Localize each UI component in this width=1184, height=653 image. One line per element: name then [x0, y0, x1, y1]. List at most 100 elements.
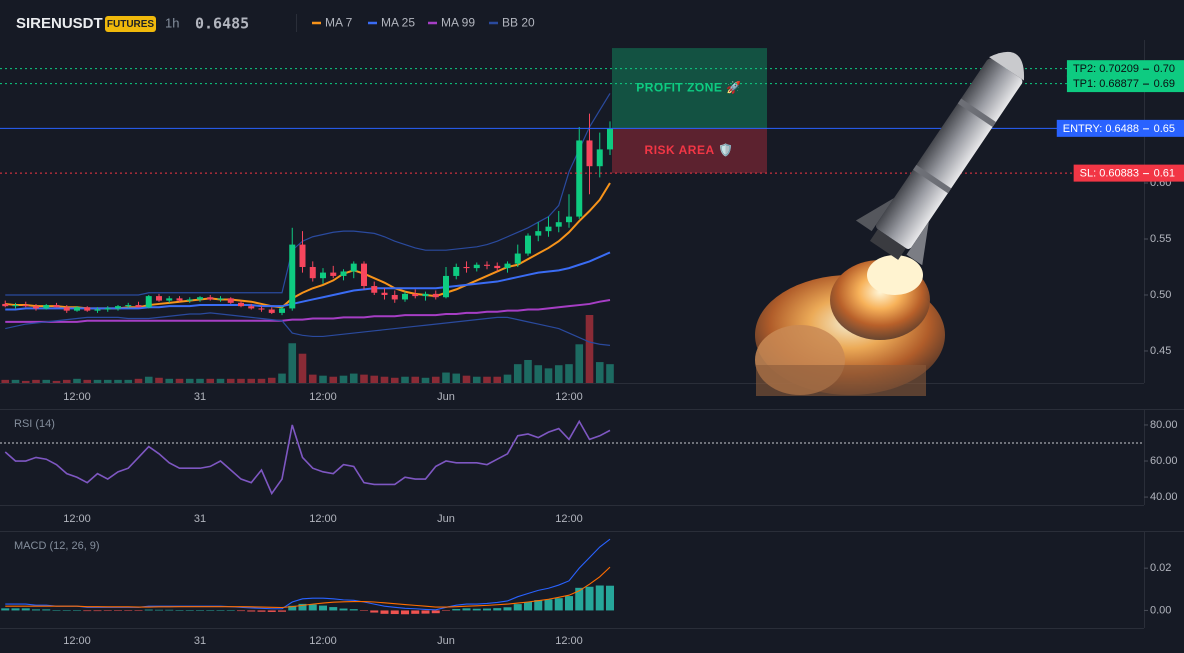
histogram-bar	[513, 604, 522, 611]
legend-label: MA 7	[325, 16, 353, 30]
histogram-bar	[534, 600, 543, 611]
histogram-bar	[411, 610, 420, 614]
indicator-line	[5, 93, 611, 296]
x-tick-label: 31	[194, 391, 206, 403]
level-label: SL: 0.60883	[1080, 168, 1139, 180]
pane-title: MACD (12, 26, 9)	[14, 540, 100, 552]
badge: FUTURES	[107, 19, 155, 30]
histogram-bar	[390, 610, 399, 615]
histogram-bar	[380, 610, 389, 614]
indicator-line	[5, 299, 611, 323]
histogram-bar	[360, 610, 368, 611]
candle-body	[309, 266, 316, 279]
x-tick-label: 12:00	[555, 391, 583, 403]
candle-body	[33, 306, 39, 309]
volume-bar	[595, 362, 604, 383]
x-tick-label: 12:00	[63, 513, 91, 525]
volume-bar	[1, 379, 10, 383]
candle-body	[330, 272, 337, 276]
header: SIRENUSDT FUTURES 1h 0.6485 MA 7 MA 25 MA …	[16, 15, 535, 33]
candle-body	[514, 253, 521, 264]
x-tick-label: Jun	[437, 635, 455, 647]
volume-bar	[452, 373, 461, 383]
histogram-bar	[144, 609, 153, 611]
histogram-bar	[483, 608, 491, 611]
candle-body	[22, 305, 29, 307]
histogram-bar	[319, 605, 327, 611]
histogram-bar	[339, 608, 348, 611]
pane-borders	[0, 14, 1184, 629]
y-tick-label: 60.00	[1150, 455, 1178, 467]
candle-body	[299, 244, 306, 267]
candle-body	[176, 298, 183, 301]
level-tag-bg	[1066, 75, 1184, 93]
rsi-line	[4, 419, 611, 496]
candle-body	[186, 299, 193, 301]
volume-bar	[175, 378, 184, 383]
zone	[612, 48, 767, 129]
volume-bar	[11, 379, 20, 383]
candle-body	[135, 305, 142, 308]
candle-body	[586, 140, 593, 167]
candle-body	[74, 307, 80, 311]
histogram-bar	[606, 585, 614, 611]
volume-bar	[524, 359, 532, 383]
candle-body	[115, 306, 121, 309]
volume-bar	[298, 353, 307, 383]
volume-bar	[503, 374, 512, 383]
volume-bar	[493, 376, 502, 383]
y-tick-label: 0.55	[1150, 233, 1171, 245]
histogram-bar	[544, 599, 553, 611]
candle-body	[453, 266, 460, 276]
candle-body	[104, 308, 111, 310]
histogram-bar	[124, 610, 133, 611]
candle-body	[63, 307, 70, 311]
candle-body	[227, 298, 234, 303]
candle-body	[494, 265, 501, 269]
x-tick-label: 12:00	[309, 513, 337, 525]
level-tag: 0.61 SL: 0.60883	[1073, 164, 1184, 182]
volume-bar	[257, 378, 266, 383]
volume-bar	[52, 380, 61, 383]
histogram-bar	[114, 610, 122, 611]
y-tick-label: 0.00	[1150, 604, 1171, 616]
histogram-bar	[288, 605, 297, 611]
volume-bar	[73, 378, 81, 383]
candle-body	[94, 309, 101, 311]
volume-bar	[288, 343, 297, 383]
candle-body	[166, 298, 173, 301]
histogram-bar	[216, 610, 225, 611]
zone	[612, 128, 767, 174]
volume-bar	[339, 375, 348, 383]
indicator-line	[5, 251, 611, 311]
candle-body	[361, 263, 367, 287]
level-label: ENTRY: 0.6488	[1063, 123, 1139, 135]
candle-body	[391, 294, 398, 300]
candle-body	[156, 296, 162, 301]
volume-bar	[124, 379, 133, 383]
volume-bar	[606, 364, 614, 383]
candle-body	[371, 286, 378, 293]
volume-bar	[421, 377, 430, 383]
candle-body	[484, 264, 490, 266]
histogram-bar	[165, 609, 174, 611]
histogram-bar	[21, 608, 30, 611]
histogram-bar	[257, 610, 266, 612]
x-tick-label: 31	[194, 635, 206, 647]
volume-bar	[442, 372, 450, 383]
histogram-bar	[595, 585, 604, 611]
histogram-bar	[524, 601, 532, 611]
zone-label: PROFIT ZONE 🚀	[636, 80, 741, 94]
x-tick-label: Jun	[437, 513, 455, 525]
x-tick-label: 12:00	[63, 635, 91, 647]
volume-bar	[534, 365, 543, 383]
candle-body	[279, 308, 285, 313]
candle-body	[402, 293, 408, 300]
candle-body	[12, 305, 19, 307]
volume-bar	[247, 378, 256, 383]
candle-body	[555, 222, 562, 227]
histogram-bar	[565, 596, 573, 611]
volume-bar	[62, 379, 71, 383]
histogram-bar	[421, 610, 430, 614]
